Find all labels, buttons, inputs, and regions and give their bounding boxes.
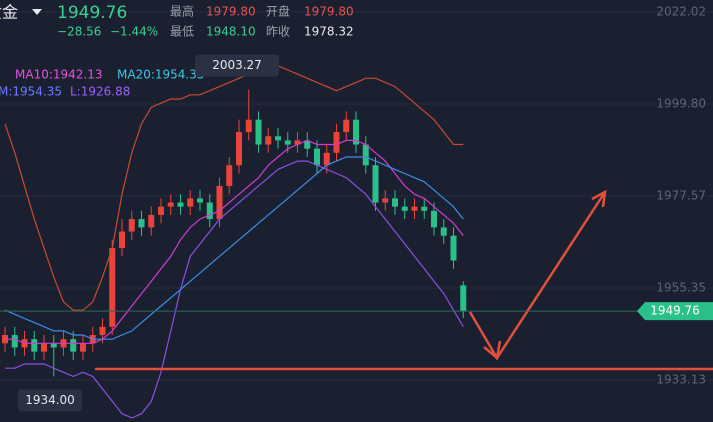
candle-body — [128, 219, 135, 232]
candle-body — [440, 227, 447, 236]
dropdown-icon[interactable] — [32, 9, 42, 15]
marks — [2, 65, 467, 419]
candle-body — [226, 165, 233, 186]
low-label-box — [18, 389, 82, 412]
candle-body — [50, 343, 57, 348]
candle-body — [353, 119, 359, 145]
candle-body — [460, 285, 467, 312]
candle-body — [421, 206, 428, 211]
candle-body — [362, 144, 369, 166]
stat-value: 1979.80 — [304, 5, 354, 19]
candle-body — [216, 185, 223, 220]
grid — [0, 11, 713, 381]
candle-body — [265, 136, 272, 145]
candle-body — [197, 198, 203, 203]
stat-value: 1948.10 — [206, 25, 256, 39]
candle-body — [11, 335, 18, 348]
candle-body — [314, 148, 320, 166]
indicator-line — [4, 65, 464, 311]
candle-body — [245, 119, 252, 133]
instrument-name: 黄金 — [0, 3, 18, 22]
indicator-line — [4, 156, 464, 340]
candle-body — [401, 206, 408, 211]
candle-body — [31, 339, 38, 352]
change-pct: −1.44% — [110, 25, 158, 39]
high-label-box — [195, 54, 279, 77]
change: −28.56 — [57, 25, 101, 39]
low-label: 1934.00 — [25, 393, 75, 407]
last-price: 1949.76 — [57, 3, 127, 23]
candle-body — [206, 202, 213, 220]
candle-body — [109, 248, 116, 327]
price-tag: 1949.76 — [650, 304, 700, 318]
stat-label: 最低 — [170, 25, 194, 39]
high-label: 2003.27 — [212, 58, 262, 72]
price-tag-box — [637, 302, 713, 321]
candle-body — [294, 140, 301, 145]
indicator-line — [5, 160, 464, 419]
stat-value: 1978.32 — [304, 25, 354, 39]
candle-body — [70, 339, 77, 352]
y-tick-label: 2022.02 — [656, 4, 706, 18]
candle-body — [177, 202, 184, 207]
candle-body — [323, 152, 330, 166]
candle-body — [431, 210, 437, 228]
candle-body — [236, 132, 242, 166]
candle-body — [80, 343, 86, 352]
indicator-label: M:1954.35 — [0, 85, 62, 99]
candle-body — [41, 343, 47, 352]
y-tick-label: 1933.13 — [656, 373, 706, 387]
stat-label: 开盘 — [266, 4, 290, 19]
candle-body — [99, 326, 106, 336]
candle-body — [158, 206, 164, 215]
arrow-head — [591, 189, 607, 208]
candle-body — [255, 119, 262, 145]
y-tick-label: 1999.80 — [656, 96, 706, 110]
candle-body — [450, 235, 457, 261]
arrow-head — [483, 340, 502, 361]
candle-body — [138, 219, 145, 228]
candle-body — [275, 136, 281, 141]
candle-body — [187, 198, 194, 207]
candle-body — [372, 165, 379, 203]
candle-body — [382, 198, 389, 203]
legend-entry: MA20:1954.35 — [117, 68, 205, 82]
y-tick-label: 1977.57 — [656, 189, 706, 203]
legend-entry: L:1926.88 — [70, 85, 130, 99]
candle-body — [167, 202, 174, 207]
candle-body — [119, 231, 125, 249]
candle-body — [392, 198, 398, 207]
legend-entry: MA10:1942.13 — [15, 68, 103, 82]
stat-label: 最高 — [170, 4, 194, 19]
stat-value: 1979.80 — [206, 5, 256, 19]
candle-body — [333, 132, 340, 153]
candle-body — [304, 140, 311, 149]
stat-label: 昨收 — [266, 25, 290, 39]
candle-body — [284, 140, 291, 145]
candle-body — [343, 119, 350, 133]
indicator-line — [5, 139, 464, 344]
candle-body — [148, 214, 155, 228]
y-tick-label: 1955.35 — [656, 281, 706, 295]
candle-body — [411, 206, 418, 211]
